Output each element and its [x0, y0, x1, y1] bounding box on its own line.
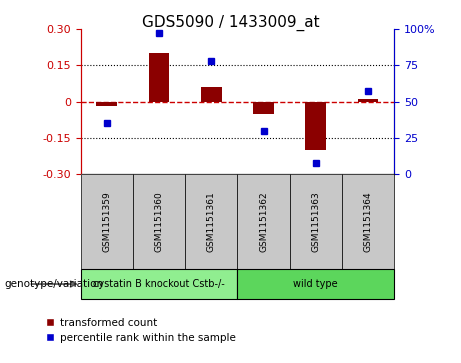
Text: wild type: wild type	[294, 279, 338, 289]
Text: GSM1151363: GSM1151363	[311, 191, 320, 252]
Text: GSM1151362: GSM1151362	[259, 191, 268, 252]
Bar	[342, 174, 394, 269]
Bar	[81, 174, 133, 269]
Text: genotype/variation: genotype/variation	[5, 279, 104, 289]
Text: GSM1151364: GSM1151364	[364, 191, 372, 252]
Text: GSM1151360: GSM1151360	[154, 191, 164, 252]
Text: GDS5090 / 1433009_at: GDS5090 / 1433009_at	[142, 15, 319, 31]
Bar	[237, 174, 290, 269]
Bar	[96, 102, 117, 106]
Bar	[290, 174, 342, 269]
Bar	[358, 99, 378, 102]
Legend: transformed count, percentile rank within the sample: transformed count, percentile rank withi…	[42, 313, 240, 347]
Bar	[201, 87, 222, 102]
Bar	[253, 102, 274, 114]
Text: cystatin B knockout Cstb-/-: cystatin B knockout Cstb-/-	[93, 279, 225, 289]
Bar	[148, 53, 170, 102]
Bar	[305, 102, 326, 150]
Bar	[133, 174, 185, 269]
Bar	[237, 269, 394, 299]
Text: GSM1151359: GSM1151359	[102, 191, 111, 252]
Bar	[81, 269, 237, 299]
Bar	[185, 174, 237, 269]
Text: GSM1151361: GSM1151361	[207, 191, 216, 252]
